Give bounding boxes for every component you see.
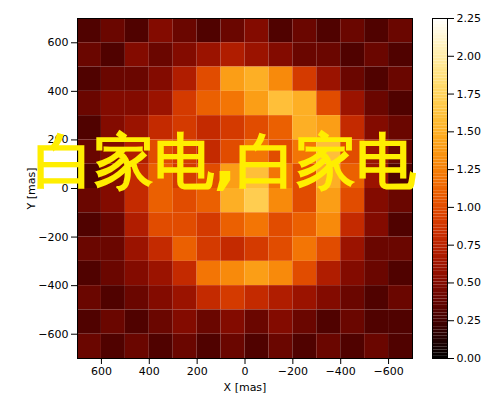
svg-text:0.25: 0.25	[457, 314, 482, 327]
svg-text:1.75: 1.75	[457, 88, 482, 101]
svg-text:−200: −200	[278, 365, 308, 378]
svg-text:0.75: 0.75	[457, 239, 482, 252]
svg-text:−400: −400	[326, 365, 356, 378]
svg-text:0.50: 0.50	[457, 276, 482, 289]
svg-text:400: 400	[139, 365, 160, 378]
svg-text:−200: −200	[38, 231, 68, 244]
svg-text:1.25: 1.25	[457, 163, 482, 176]
svg-text:0.00: 0.00	[457, 352, 482, 365]
svg-text:400: 400	[48, 85, 69, 98]
svg-text:200: 200	[187, 365, 208, 378]
svg-text:600: 600	[91, 365, 112, 378]
svg-text:−600: −600	[373, 365, 403, 378]
svg-text:0: 0	[242, 365, 249, 378]
svg-text:1.50: 1.50	[457, 125, 482, 138]
svg-text:X [mas]: X [mas]	[224, 381, 267, 394]
svg-text:2.25: 2.25	[457, 12, 482, 25]
svg-text:−600: −600	[38, 328, 68, 341]
svg-text:1.00: 1.00	[457, 201, 482, 214]
svg-text:600: 600	[48, 36, 69, 49]
svg-text:2.00: 2.00	[457, 50, 482, 63]
svg-text:−400: −400	[38, 279, 68, 292]
svg-text:Y [mas]: Y [mas]	[25, 168, 38, 211]
svg-text:200: 200	[48, 133, 69, 146]
svg-text:0: 0	[62, 182, 69, 195]
